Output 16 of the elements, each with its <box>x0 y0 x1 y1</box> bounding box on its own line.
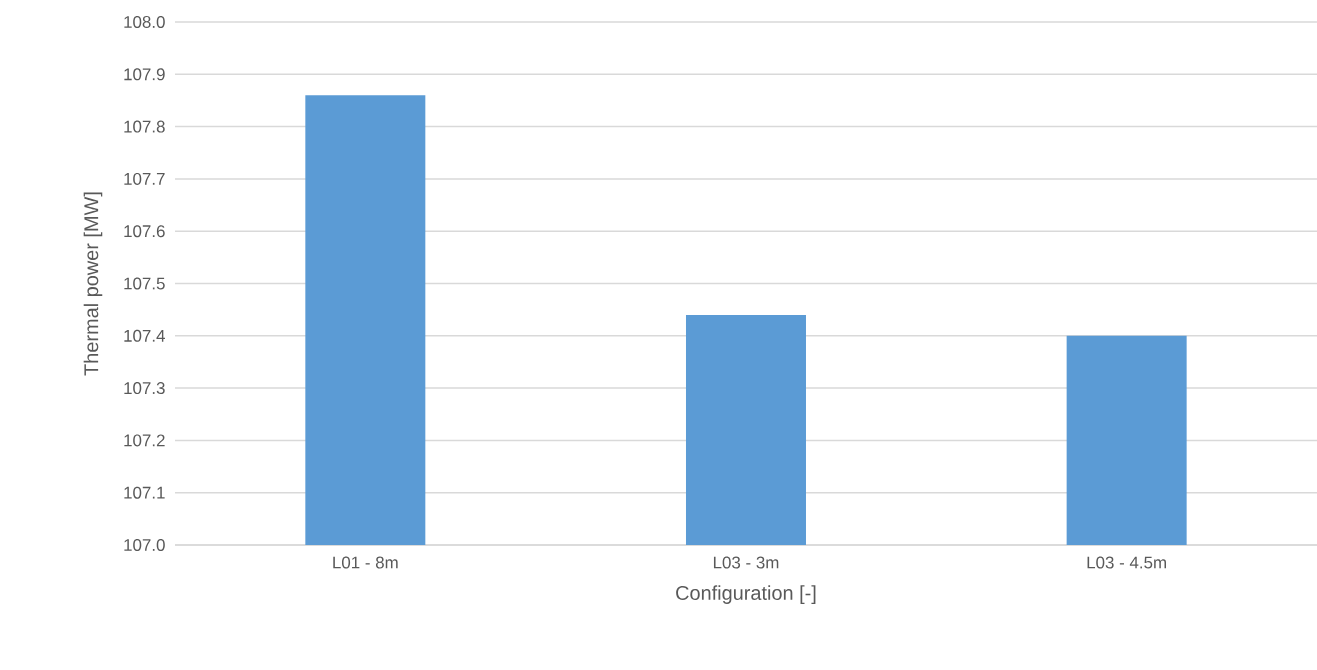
x-tick-label: L03 - 4.5m <box>1087 556 1166 569</box>
x-axis-title: Configuration [-] <box>676 585 816 604</box>
y-tick-label: 107.7 <box>124 172 165 185</box>
y-tick-label: 108.0 <box>124 16 165 28</box>
y-tick-label: 107.0 <box>124 539 165 551</box>
y-tick-label: 107.6 <box>124 225 165 238</box>
y-tick-label: 107.5 <box>124 277 165 290</box>
x-tick-label: L03 - 3m <box>713 556 779 569</box>
y-axis-title: Thermal power [MW] <box>83 192 103 376</box>
y-tick-label: 107.2 <box>124 434 165 447</box>
y-tick-label: 107.8 <box>124 120 165 133</box>
y-tick-label: 107.1 <box>124 486 165 499</box>
y-tick-label: 107.4 <box>124 329 165 342</box>
y-tick-label: 107.3 <box>124 382 165 395</box>
y-tick-label: 107.9 <box>124 68 165 81</box>
x-tick-label: L01 - 8m <box>333 556 398 569</box>
